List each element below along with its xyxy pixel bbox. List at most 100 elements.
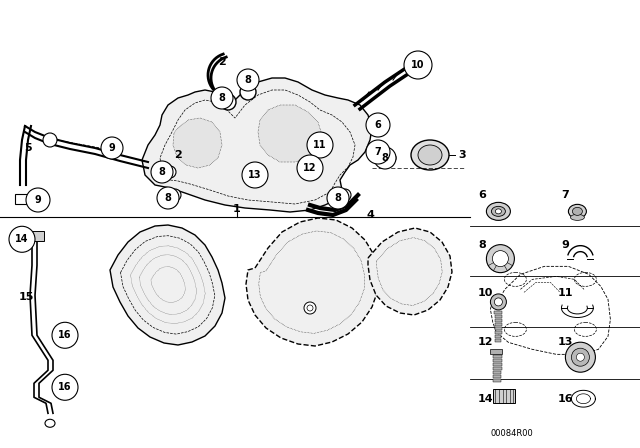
Circle shape — [494, 298, 502, 306]
Circle shape — [307, 305, 313, 311]
Text: 9: 9 — [109, 143, 115, 153]
Text: 9: 9 — [35, 195, 42, 205]
Text: 8: 8 — [159, 167, 165, 177]
Ellipse shape — [572, 207, 582, 215]
Circle shape — [211, 87, 233, 109]
Text: 13: 13 — [557, 337, 573, 347]
Circle shape — [366, 140, 390, 164]
Circle shape — [9, 226, 35, 252]
Bar — [493, 379, 500, 382]
Circle shape — [164, 166, 176, 178]
Circle shape — [242, 162, 268, 188]
Text: 2: 2 — [218, 57, 226, 67]
Bar — [493, 389, 515, 403]
Text: 11: 11 — [557, 288, 573, 298]
Text: 8: 8 — [244, 75, 252, 85]
Text: 13: 13 — [248, 170, 262, 180]
Bar — [493, 355, 502, 358]
Text: 12: 12 — [303, 163, 317, 173]
Circle shape — [374, 147, 396, 169]
Text: 4: 4 — [366, 210, 374, 220]
Ellipse shape — [45, 419, 55, 427]
Circle shape — [237, 69, 259, 91]
Text: 8: 8 — [381, 153, 388, 163]
Bar — [495, 315, 502, 318]
Circle shape — [26, 188, 50, 212]
Bar — [495, 335, 502, 338]
Circle shape — [572, 348, 589, 366]
Text: 10: 10 — [477, 288, 493, 298]
Ellipse shape — [418, 145, 442, 165]
Bar — [495, 319, 502, 322]
Text: 12: 12 — [477, 337, 493, 347]
Polygon shape — [258, 105, 322, 162]
Text: 8: 8 — [479, 240, 486, 250]
Text: 6: 6 — [479, 190, 486, 200]
Text: 10: 10 — [412, 60, 425, 70]
Bar — [15, 194, 29, 204]
Circle shape — [384, 152, 396, 164]
Text: 16: 16 — [58, 330, 72, 340]
Circle shape — [297, 155, 323, 181]
Circle shape — [490, 294, 506, 310]
Polygon shape — [173, 118, 222, 168]
Bar — [495, 327, 502, 330]
Polygon shape — [368, 228, 452, 315]
Bar — [493, 371, 501, 374]
Circle shape — [169, 189, 181, 201]
Text: 8: 8 — [335, 193, 341, 203]
Circle shape — [577, 353, 584, 361]
Text: 7: 7 — [374, 147, 381, 157]
Circle shape — [52, 322, 78, 348]
Bar — [495, 339, 501, 342]
Circle shape — [220, 94, 236, 110]
Text: 1: 1 — [233, 204, 241, 214]
Circle shape — [339, 189, 351, 201]
Text: 6: 6 — [374, 120, 381, 130]
Bar — [493, 363, 502, 366]
Text: 7: 7 — [561, 190, 569, 200]
Text: 8: 8 — [219, 93, 225, 103]
Bar — [32, 231, 44, 241]
Circle shape — [404, 51, 432, 79]
Polygon shape — [142, 78, 372, 212]
Circle shape — [101, 137, 123, 159]
Text: 16: 16 — [58, 382, 72, 392]
Bar — [493, 375, 501, 378]
Text: 5: 5 — [24, 143, 32, 153]
Text: 2: 2 — [174, 150, 182, 160]
Circle shape — [307, 132, 333, 158]
Circle shape — [240, 84, 256, 100]
Ellipse shape — [568, 204, 586, 218]
Text: 00084R00: 00084R00 — [490, 428, 533, 438]
Bar — [493, 359, 502, 362]
Circle shape — [492, 250, 508, 267]
Circle shape — [366, 113, 390, 137]
Circle shape — [565, 342, 595, 372]
Ellipse shape — [411, 140, 449, 170]
Circle shape — [52, 374, 78, 400]
Text: 9: 9 — [561, 240, 570, 250]
Polygon shape — [110, 225, 225, 345]
Ellipse shape — [486, 202, 511, 220]
Polygon shape — [246, 218, 378, 346]
Text: 3: 3 — [458, 150, 466, 160]
Bar — [490, 349, 502, 354]
Text: 15: 15 — [19, 292, 34, 302]
Text: 16: 16 — [557, 394, 573, 404]
Circle shape — [157, 187, 179, 209]
Ellipse shape — [492, 207, 506, 216]
Circle shape — [327, 187, 349, 209]
Text: 8: 8 — [164, 193, 172, 203]
Circle shape — [43, 133, 57, 147]
Circle shape — [304, 302, 316, 314]
Text: 14: 14 — [477, 394, 493, 404]
Ellipse shape — [570, 214, 584, 220]
Circle shape — [151, 161, 173, 183]
Bar — [495, 331, 502, 334]
Text: 14: 14 — [15, 234, 29, 244]
Ellipse shape — [495, 209, 501, 214]
Text: 11: 11 — [313, 140, 327, 150]
Bar — [493, 367, 502, 370]
Bar — [494, 311, 502, 314]
